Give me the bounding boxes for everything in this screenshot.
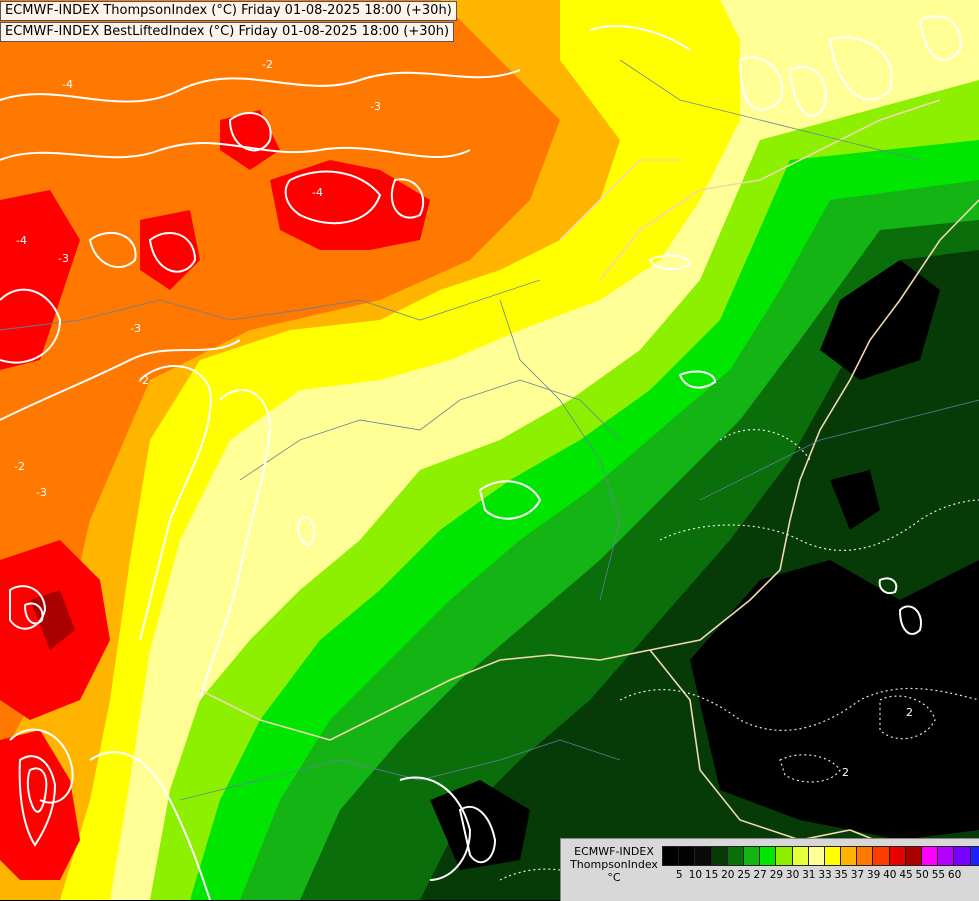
- legend-tick-label: 20: [721, 869, 735, 881]
- contour-label: -2: [14, 460, 25, 473]
- legend-tick-label: 35: [834, 869, 848, 881]
- legend-swatch: [807, 846, 825, 866]
- legend-swatch: [904, 846, 922, 866]
- legend-label-line1: ECMWF-INDEX: [574, 845, 654, 858]
- color-legend: ECMWF-INDEX ThompsonIndex °C 5 10 15 20 25 27…: [560, 838, 979, 901]
- legend-swatch: [759, 846, 777, 866]
- legend-label-unit: °C: [607, 871, 621, 884]
- legend-swatch: [678, 846, 696, 866]
- contour-label: -4: [62, 78, 73, 91]
- contour-label: -4: [312, 186, 323, 199]
- contour-label: -2: [138, 374, 149, 387]
- contour-label: -2: [262, 58, 273, 71]
- legend-swatch: [937, 846, 955, 866]
- legend-tick-label: 15: [704, 869, 719, 881]
- field-red-2: [270, 160, 430, 250]
- legend-swatch: [710, 846, 728, 866]
- legend-tick-label: 10: [688, 869, 703, 881]
- legend-swatch: [791, 846, 809, 866]
- legend-label-line2: ThompsonIndex: [570, 858, 658, 871]
- legend-tick-label: 55: [931, 869, 946, 881]
- legend-tick-label: 29: [769, 869, 784, 881]
- legend-tick-label: 45: [899, 869, 913, 881]
- contour-label: 2: [842, 766, 849, 779]
- legend-swatch: [742, 846, 761, 866]
- legend-swatch: [726, 846, 744, 866]
- legend-swatch: [856, 846, 874, 866]
- legend-tick-label: 60: [947, 869, 962, 881]
- legend-swatch: [953, 846, 971, 866]
- legend-swatch: [921, 846, 939, 866]
- legend-swatch: [840, 846, 858, 866]
- legend-swatch: [662, 846, 680, 866]
- legend-tick-label: 39: [866, 869, 881, 881]
- contour-label: -3: [36, 486, 47, 499]
- field-black-3: [430, 780, 530, 870]
- contours: [0, 15, 962, 900]
- field-black-1: [690, 560, 979, 840]
- field-black-2: [820, 260, 940, 380]
- legend-swatch: [823, 846, 842, 866]
- legend-swatch: [888, 846, 906, 866]
- field-dark-red: [30, 590, 75, 650]
- legend-swatch: [775, 846, 793, 866]
- legend-tick-label: 27: [753, 869, 767, 881]
- legend-tick-label: 50: [915, 869, 929, 881]
- legend-tick-label: 37: [850, 869, 865, 881]
- thin-borders: [0, 59, 979, 801]
- contour-label: -3: [130, 322, 141, 335]
- legend-label: ECMWF-INDEX ThompsonIndex °C: [565, 845, 663, 884]
- contour-label: 2: [906, 706, 913, 719]
- country-borders: [199, 99, 979, 851]
- legend-swatch: [872, 846, 890, 866]
- legend-swatch: [969, 846, 979, 866]
- legend-tick-label: 5: [675, 869, 683, 881]
- map-title-best-lifted-index: ECMWF-INDEX BestLiftedIndex (°C) Friday …: [0, 22, 455, 42]
- contour-label: -4: [16, 234, 27, 247]
- field-red-4: [220, 110, 280, 170]
- legend-tick-label: 30: [785, 869, 800, 881]
- map-title-thompson-index: ECMWF-INDEX ThompsonIndex (°C) Friday 01…: [0, 1, 457, 21]
- legend-tick-label: 31: [802, 869, 816, 881]
- field-black-4: [830, 470, 880, 530]
- contour-label: -3: [58, 252, 69, 265]
- contour-label: -3: [370, 100, 381, 113]
- field-orange-2: [495, 135, 540, 180]
- legend-tick-label: 40: [883, 869, 897, 881]
- legend-ticks: 5 10 15 20 25 27 29 30 31 33 35 37 39 40 45 50 55 60: [663, 869, 973, 883]
- field-red-1: [0, 190, 80, 370]
- legend-swatches: [662, 846, 979, 866]
- legend-tick-label: 25: [737, 869, 751, 881]
- legend-swatch: [694, 846, 712, 866]
- legend-tick-label: 33: [818, 869, 832, 881]
